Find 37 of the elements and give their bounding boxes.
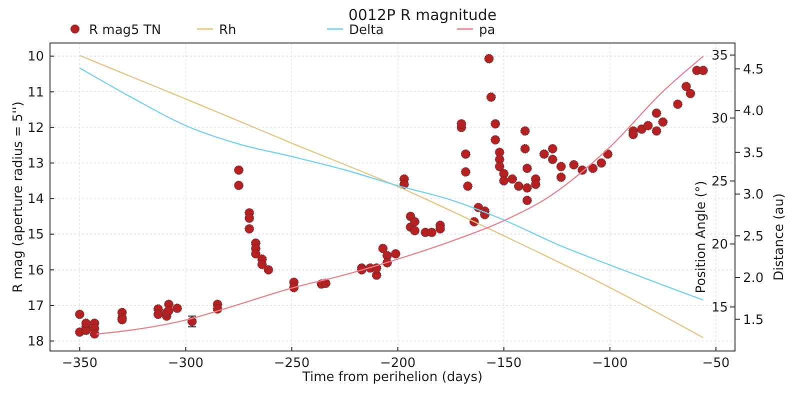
y-tick-label: 10 <box>27 50 44 65</box>
y3-tick-label: 1.5 <box>743 312 764 328</box>
y-tick-label: 17 <box>27 298 44 314</box>
y-axis-title: R mag (aperture radius = 5'') <box>11 101 26 293</box>
legend-label: Delta <box>349 23 384 38</box>
chart-title: 0012P R magnitude <box>348 6 497 24</box>
y-tick-label: 12 <box>27 120 44 136</box>
x-tick-label: −250 <box>274 356 310 371</box>
y2-tick-label: 20 <box>711 237 728 252</box>
y-tick-label: 16 <box>27 263 44 278</box>
y-tick-label: 18 <box>27 334 44 350</box>
legend-label: Rh <box>219 23 236 38</box>
x-tick-label: −300 <box>168 356 204 371</box>
x-axis-title: Time from perihelion (days) <box>301 370 483 385</box>
y3-tick-label: 3.0 <box>743 188 764 203</box>
y3-tick-label: 2.0 <box>743 271 764 286</box>
y-tick-label: 14 <box>27 192 44 208</box>
x-tick-label: −100 <box>592 356 628 371</box>
x-tick-label: −350 <box>62 356 98 371</box>
x-tick-label: −200 <box>380 356 416 371</box>
y2-tick-label: 30 <box>711 112 728 127</box>
y-tick-label: 11 <box>27 85 44 100</box>
y-tick-label: 15 <box>27 228 44 243</box>
y2-axis-title: Position Angle (°) <box>694 180 709 294</box>
y2-tick-label: 15 <box>711 300 728 316</box>
x-tick-label: −150 <box>486 356 522 371</box>
y3-tick-label: 3.5 <box>743 146 764 161</box>
y3-tick-label: 4.0 <box>743 104 764 120</box>
y2-tick-label: 35 <box>711 48 728 64</box>
y-tick-label: 13 <box>27 156 44 172</box>
y2-tick-label: 25 <box>711 174 728 190</box>
y3-tick-label: 2.5 <box>743 229 764 244</box>
y3-axis-title: Distance (au) <box>772 193 787 281</box>
y3-tick-label: 4.5 <box>743 62 764 78</box>
x-tick-label: −50 <box>702 356 730 371</box>
legend-label: pa <box>479 23 496 38</box>
legend-label: R mag5 TN <box>89 23 162 38</box>
